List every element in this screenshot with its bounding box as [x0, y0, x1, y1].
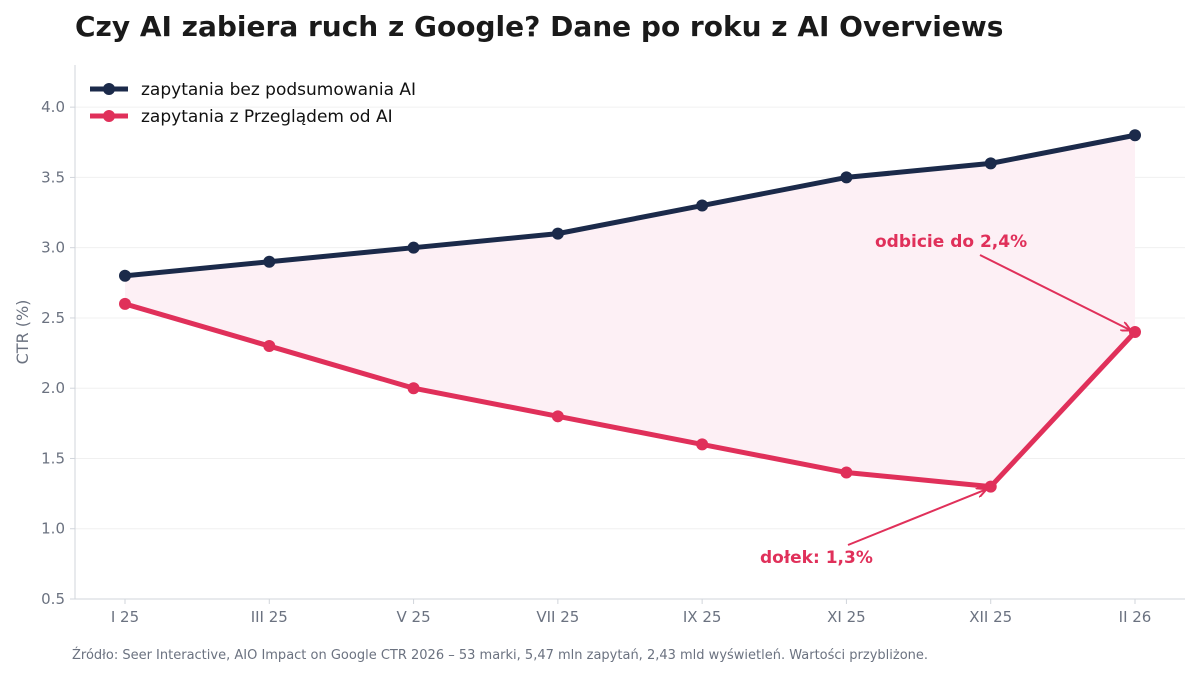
series-line — [122, 301, 1138, 490]
series-line — [122, 132, 1138, 279]
x-tick-label: IX 25 — [683, 608, 722, 626]
y-tick-label: 3.5 — [41, 168, 65, 186]
y-tick-label: 3.0 — [41, 239, 65, 257]
annotations: odbicie do 2,4% dołek: 1,3% — [760, 232, 1130, 568]
annotation-arrow — [979, 254, 1130, 330]
data-point — [551, 410, 564, 423]
data-point — [840, 466, 853, 479]
x-tick-label: V 25 — [397, 608, 431, 626]
data-point — [551, 227, 564, 240]
data-point — [696, 199, 709, 212]
y-axis-ticks: 0.5 1.0 1.5 2.0 2.5 3.0 3.5 4.0 — [41, 98, 75, 608]
gap-fill-area — [125, 135, 1135, 487]
series-lines — [119, 129, 1141, 493]
chart-title: Czy AI zabiera ruch z Google? Dane po ro… — [75, 10, 1004, 43]
legend-label: zapytania z Przeglądem od AI — [141, 107, 393, 127]
data-point — [407, 382, 420, 395]
legend: zapytania bez podsumowania AI zapytania z… — [90, 80, 416, 127]
x-tick-label: III 25 — [251, 608, 288, 626]
data-point — [1129, 129, 1141, 142]
data-point — [984, 480, 997, 493]
data-point — [263, 255, 276, 268]
x-tick-label: XII 25 — [969, 608, 1012, 626]
series-1 — [119, 129, 1141, 282]
data-point — [407, 241, 420, 254]
annotation-arrow — [847, 490, 986, 546]
y-tick-label: 1.0 — [41, 520, 65, 538]
legend-swatch-marker — [103, 110, 115, 122]
y-tick-label: 4.0 — [41, 98, 65, 116]
x-tick-label: XI 25 — [827, 608, 866, 626]
data-point — [840, 171, 853, 184]
data-point — [263, 340, 276, 353]
y-axis-title: CTR (%) — [13, 300, 32, 365]
x-tick-label: II 26 — [1119, 608, 1152, 626]
data-point — [119, 269, 131, 282]
annotation-label: dołek: 1,3% — [760, 548, 873, 568]
legend-item: zapytania bez podsumowania AI — [90, 80, 416, 100]
data-point — [696, 438, 709, 451]
x-axis-ticks: I 25 III 25 V 25 VII 25 IX 25 XI 25 XII 25 II 2… — [111, 599, 1151, 626]
annotation-label: odbicie do 2,4% — [875, 232, 1027, 252]
x-tick-label: VII 25 — [536, 608, 579, 626]
y-tick-label: 2.0 — [41, 379, 65, 397]
x-tick-label: I 25 — [111, 608, 139, 626]
series-2 — [119, 297, 1141, 493]
data-point — [984, 157, 997, 170]
legend-label: zapytania bez podsumowania AI — [141, 80, 416, 100]
y-tick-label: 0.5 — [41, 590, 65, 608]
y-tick-label: 2.5 — [41, 309, 65, 327]
legend-swatch-marker — [103, 83, 115, 95]
source-note: Źródło: Seer Interactive, AIO Impact on … — [72, 648, 929, 663]
data-point — [1129, 326, 1141, 338]
data-point — [119, 297, 131, 310]
y-tick-label: 1.5 — [41, 449, 65, 467]
legend-item: zapytania z Przeglądem od AI — [90, 107, 393, 127]
